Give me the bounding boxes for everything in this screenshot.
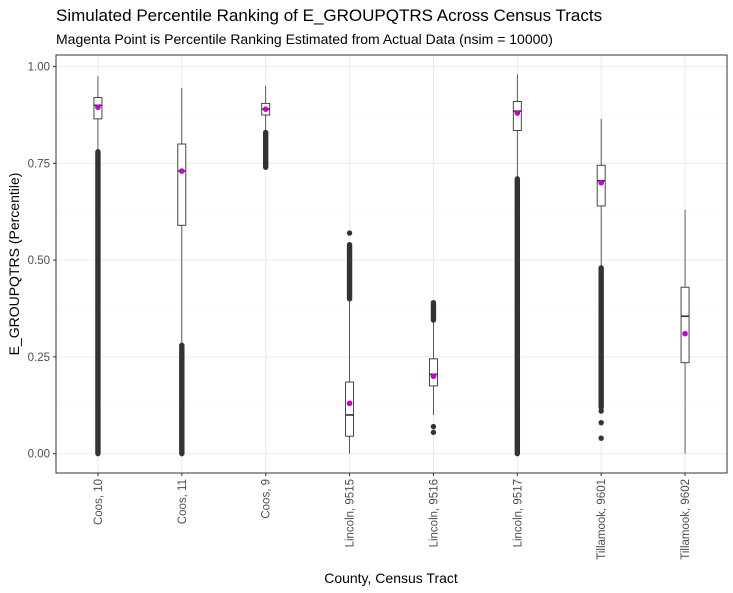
actual-data-point <box>179 168 185 174</box>
outlier-point <box>430 423 437 430</box>
box-iqr <box>177 143 187 226</box>
box-3 <box>261 85 271 170</box>
outlier-point <box>598 435 604 441</box>
actual-data-point <box>598 179 604 186</box>
x-tick-label: Coos, 11 <box>177 479 189 524</box>
box-6 <box>512 74 522 457</box>
x-tick-label: Lincoln, 9516 <box>428 479 440 547</box>
box-iqr <box>345 381 355 437</box>
outlier-point <box>598 419 604 426</box>
box-8 <box>680 209 690 454</box>
box-iqr <box>428 358 438 387</box>
x-tick-label: Lincoln, 9517 <box>512 479 524 547</box>
box-4 <box>345 230 355 454</box>
outlier-point <box>430 429 437 436</box>
x-tick-label: Tillamook, 9602 <box>680 479 692 560</box>
y-tick-label: 0.75 <box>28 158 50 170</box>
box-1 <box>93 76 103 457</box>
actual-data-point <box>95 104 101 111</box>
actual-data-point <box>430 373 437 380</box>
box-iqr <box>596 164 606 207</box>
y-axis-title: E_GROUPQTRS (Percentile) <box>6 173 22 356</box>
plot-panel-border <box>55 54 728 474</box>
grid-lines <box>56 55 727 473</box>
y-tick-label: 0.50 <box>28 255 50 267</box>
axes: 0.00 0.25 0.50 0.75 1.00 Coos, 10 Coos, 11 Coos… <box>28 62 692 560</box>
box-iqr <box>680 286 690 364</box>
x-tick-label: Tillamook, 9601 <box>596 479 608 560</box>
chart-subtitle: Magenta Point is Percentile Ranking Esti… <box>56 31 553 47</box>
outlier-point <box>346 230 353 236</box>
x-axis-title: County, Census Tract <box>324 570 458 586</box>
box-5 <box>428 300 438 436</box>
box-iqr <box>512 100 522 131</box>
actual-data-point <box>346 400 353 407</box>
actual-data-point <box>514 110 521 116</box>
y-tick-label: 1.00 <box>28 62 50 74</box>
box-7 <box>596 118 606 441</box>
box-2 <box>177 87 187 457</box>
actual-data-point <box>262 106 269 112</box>
y-tick-label: 0.25 <box>28 352 50 364</box>
outlier-point <box>598 408 604 414</box>
chart-title: Simulated Percentile Ranking of E_GROUPQ… <box>56 6 603 25</box>
box-series <box>93 74 690 457</box>
y-tick-label: 0.00 <box>28 449 50 461</box>
x-tick-label: Coos, 9 <box>261 479 273 519</box>
x-tick-label: Lincoln, 9515 <box>345 479 357 547</box>
actual-data-point <box>682 330 688 337</box>
x-tick-label: Coos, 10 <box>93 479 105 525</box>
